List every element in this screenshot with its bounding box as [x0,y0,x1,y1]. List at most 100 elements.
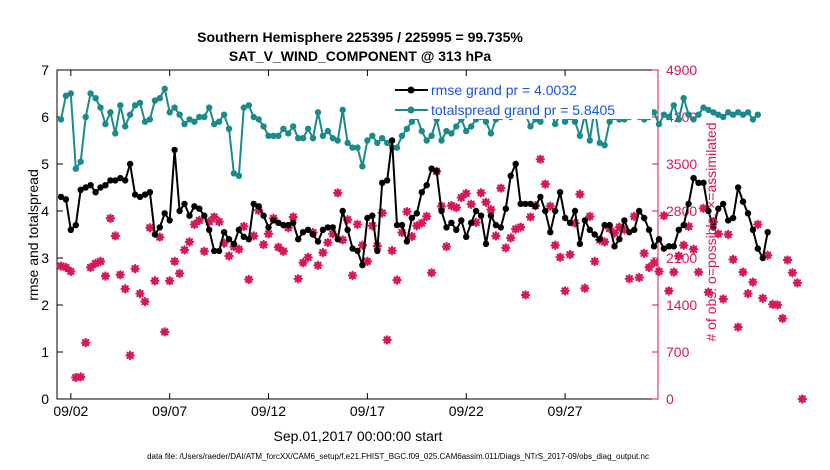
rmse-point [532,203,539,210]
rmse-point [591,231,598,238]
rmse-point [176,207,183,215]
totalspread-point [468,123,475,130]
obs-assimilated-marker [313,260,323,271]
totalspread-point [166,109,173,116]
rmse-point [650,243,658,250]
totalspread-point [576,132,584,139]
totalspread-point [744,109,752,116]
rmse-point [354,247,361,255]
rmse-point [725,217,732,224]
obs-assimilated-marker [585,211,595,222]
obs-assimilated-marker [204,217,214,227]
obs-assimilated-marker [451,202,462,213]
obs-assimilated-marker [95,256,106,267]
obs-assimilated-marker [244,274,254,285]
obs-assimilated-marker [753,219,763,230]
rmse-point [62,196,70,203]
rmse-point [384,177,391,184]
obs-assimilated-marker [249,231,259,241]
rmse-point [710,224,717,231]
obs-assimilated-marker [787,268,798,278]
totalspread-point [230,170,238,177]
y-left-tick-label: 3 [41,250,49,266]
rmse-point [388,137,396,144]
rmse-point [576,240,584,248]
totalspread-point [749,116,757,123]
rmse-point [700,179,707,186]
totalspread-point [487,130,495,137]
totalspread-point [250,113,257,121]
y-axis-right-label: # of obs: o=possible; ×=assimilated [703,122,719,341]
totalspread-point [700,104,707,111]
rmse-point [191,203,198,210]
rmse-point [720,200,727,208]
rmse-point [660,245,668,252]
rmse-point [339,207,346,215]
rmse-point [749,226,757,233]
obs-assimilated-marker [550,240,560,250]
legend: rmse grand pr = 4.0032 totalspread grand… [390,79,652,119]
totalspread-point [527,123,534,130]
rmse-point [542,207,549,215]
obs-assimilated-marker [688,244,699,254]
x-tick-label: 09/02 [53,403,88,419]
totalspread-point [384,139,391,147]
totalspread-point [270,132,277,139]
totalspread-point [191,118,198,125]
rmse-point [482,240,490,248]
obs-assimilated-marker [664,286,674,296]
rmse-point [438,207,445,215]
totalspread-point [285,130,292,137]
obs-assimilated-marker [234,244,244,254]
obs-assimilated-marker [520,290,531,300]
totalspread-point [255,116,262,123]
obs-assimilated-marker [337,235,348,245]
obs-assimilated-marker [421,211,432,222]
rmse-point [665,243,673,250]
totalspread-point [141,118,149,125]
rmse-point [552,207,559,215]
obs-assimilated-marker [323,237,333,248]
rmse-point [156,224,163,231]
obs-assimilated-marker [693,267,704,277]
obs-assimilated-marker [100,271,111,281]
rmse-point [171,146,178,154]
rmse-point [270,217,277,224]
rmse-point [151,231,159,238]
totalspread-point [393,144,401,151]
totalspread-point [601,142,608,149]
y-left-tick-label: 6 [41,109,49,125]
totalspread-point [206,104,213,111]
totalspread-point [660,111,668,118]
rmse-point [398,221,406,229]
obs-assimilated-marker [674,251,684,261]
rmse-point [586,226,593,233]
obs-assimilated-marker [179,245,190,255]
obs-assimilated-marker [629,211,639,222]
rmse-point [502,205,509,212]
rmse-point [285,221,292,229]
obs-assimilated-marker [298,258,308,268]
rmse-point [117,174,124,182]
obs-assimilated-marker [397,227,407,238]
rmse-point [166,217,173,224]
rmse-point [715,205,722,212]
rmse-point [374,247,381,255]
totalspread-point [126,111,134,118]
obs-assimilated-marker [590,256,600,267]
rmse-point [566,219,574,226]
obs-assimilated-marker [683,221,694,232]
x-tick-label: 09/27 [548,403,583,419]
obs-assimilated-marker [125,350,135,361]
y-axis-left-label: rmse and totalspread [25,169,41,301]
totalspread-point [122,123,129,130]
rmse-point [408,214,416,222]
rmse-point [670,243,677,250]
obs-assimilated-marker [412,221,422,231]
rmse-point [675,226,682,233]
x-tick-label: 09/22 [449,403,484,419]
rmse-point [72,221,80,229]
rmse-point [186,212,193,219]
rmse-point [67,226,75,233]
obs-assimilated-marker [140,296,150,307]
